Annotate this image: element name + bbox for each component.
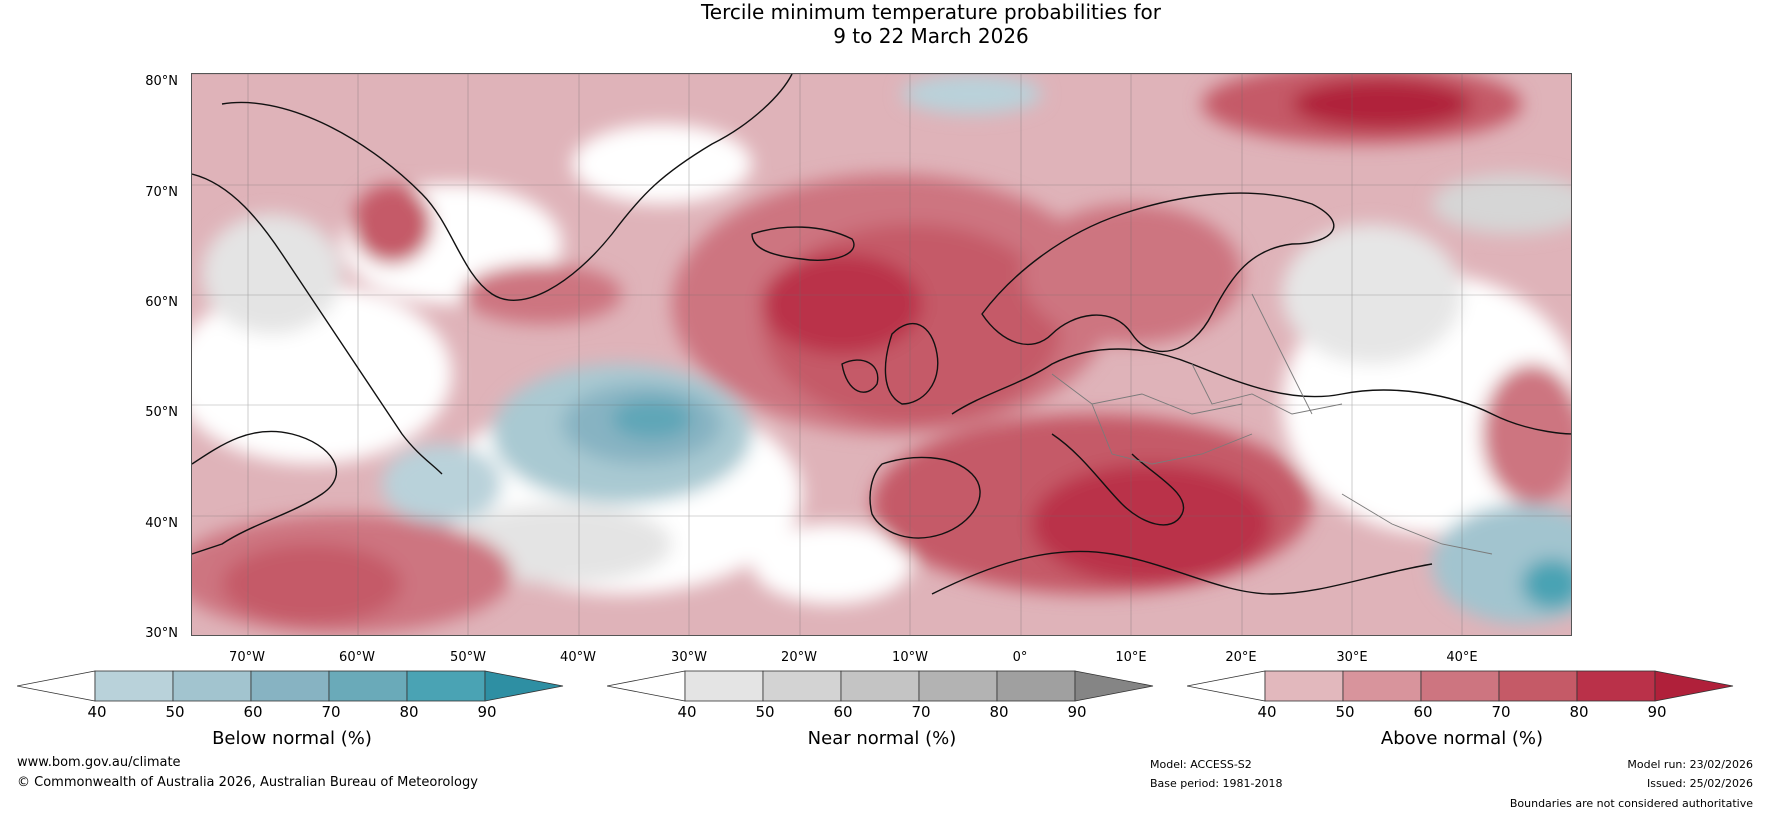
lon-label-30w: 30°W	[671, 650, 707, 665]
colorbar-extend-low	[607, 670, 686, 702]
colorbar-swatch	[406, 670, 486, 702]
above-tick-90: 90	[1647, 703, 1667, 721]
below-normal-swatches	[17, 670, 564, 702]
lon-label-10e: 10°E	[1115, 650, 1147, 665]
above-normal-colorbar	[1187, 670, 1734, 702]
map-canvas	[192, 74, 1571, 635]
probability-map	[191, 73, 1572, 636]
lon-label-30e: 30°E	[1336, 650, 1368, 665]
near-tick-60: 60	[833, 703, 853, 721]
lon-label-40e: 40°E	[1446, 650, 1478, 665]
website-link[interactable]: www.bom.gov.au/climate	[17, 755, 181, 770]
colorbar-extend-low	[17, 670, 96, 702]
map-title: Tercile minimum temperature probabilitie…	[0, 0, 1770, 48]
copyright-text: © Commonwealth of Australia 2026, Austra…	[17, 775, 478, 790]
above-tick-80: 80	[1569, 703, 1589, 721]
colorbar-swatch	[1498, 670, 1578, 702]
colorbar-extend-low	[1187, 670, 1266, 702]
probability-fields	[192, 74, 1571, 634]
lon-label-20w: 20°W	[781, 650, 817, 665]
colorbar-extend-high	[1074, 670, 1154, 702]
colorbar-extend-high	[1654, 670, 1734, 702]
colorbar-swatch	[172, 670, 252, 702]
lat-label-30n: 30°N	[145, 626, 178, 641]
below-tick-70: 70	[321, 703, 341, 721]
lat-label-40n: 40°N	[145, 516, 178, 531]
graticule	[192, 74, 1571, 635]
lon-label-70w: 70°W	[229, 650, 265, 665]
near-tick-90: 90	[1067, 703, 1087, 721]
colorbar-swatch	[94, 670, 174, 702]
below-tick-40: 40	[87, 703, 107, 721]
below-tick-80: 80	[399, 703, 419, 721]
lon-label-50w: 50°W	[450, 650, 486, 665]
model-text: Model: ACCESS-S2	[1150, 758, 1252, 771]
above-normal-swatches	[1187, 670, 1734, 702]
near-tick-80: 80	[989, 703, 1009, 721]
lon-label-20e: 20°E	[1225, 650, 1257, 665]
above-tick-60: 60	[1413, 703, 1433, 721]
country-borders	[1051, 293, 1493, 555]
colorbar-swatch	[684, 670, 764, 702]
colorbar-swatch	[250, 670, 330, 702]
model-run-text: Model run: 23/02/2026	[1627, 758, 1753, 771]
lat-label-50n: 50°N	[145, 405, 178, 420]
coastlines	[192, 74, 1571, 595]
near-tick-40: 40	[677, 703, 697, 721]
colorbar-swatch	[1342, 670, 1422, 702]
issued-text: Issued: 25/02/2026	[1646, 777, 1753, 790]
above-tick-50: 50	[1335, 703, 1355, 721]
colorbar-swatch	[996, 670, 1076, 702]
near-normal-colorbar	[607, 670, 1154, 702]
colorbar-swatch	[1420, 670, 1500, 702]
colorbar-swatch	[1576, 670, 1656, 702]
lat-label-70n: 70°N	[145, 185, 178, 200]
near-tick-70: 70	[911, 703, 931, 721]
colorbar-swatch	[1264, 670, 1344, 702]
title-line-1: Tercile minimum temperature probabilitie…	[700, 0, 1162, 24]
colorbar-swatch	[328, 670, 408, 702]
base-period-text: Base period: 1981-2018	[1150, 777, 1283, 790]
lon-label-10w: 10°W	[892, 650, 928, 665]
below-normal-colorbar	[17, 670, 564, 702]
near-tick-50: 50	[755, 703, 775, 721]
colorbar-swatch	[840, 670, 920, 702]
lon-label-60w: 60°W	[339, 650, 375, 665]
below-tick-60: 60	[243, 703, 263, 721]
below-normal-label: Below normal (%)	[212, 728, 372, 749]
below-tick-50: 50	[165, 703, 185, 721]
above-tick-40: 40	[1257, 703, 1277, 721]
lon-label-40w: 40°W	[560, 650, 596, 665]
lon-label-0: 0°	[1012, 650, 1028, 665]
colorbar-swatch	[762, 670, 842, 702]
above-normal-label: Above normal (%)	[1380, 728, 1544, 749]
lat-label-80n: 80°N	[145, 74, 178, 89]
disclaimer-text: Boundaries are not considered authoritat…	[1509, 797, 1753, 810]
below-tick-90: 90	[477, 703, 497, 721]
title-line-2: 9 to 22 March 2026	[833, 24, 1029, 48]
colorbar-swatch	[918, 670, 998, 702]
near-normal-label: Near normal (%)	[807, 728, 957, 749]
above-tick-70: 70	[1491, 703, 1511, 721]
near-normal-swatches	[607, 670, 1154, 702]
lat-label-60n: 60°N	[145, 295, 178, 310]
colorbar-extend-high	[484, 670, 564, 702]
